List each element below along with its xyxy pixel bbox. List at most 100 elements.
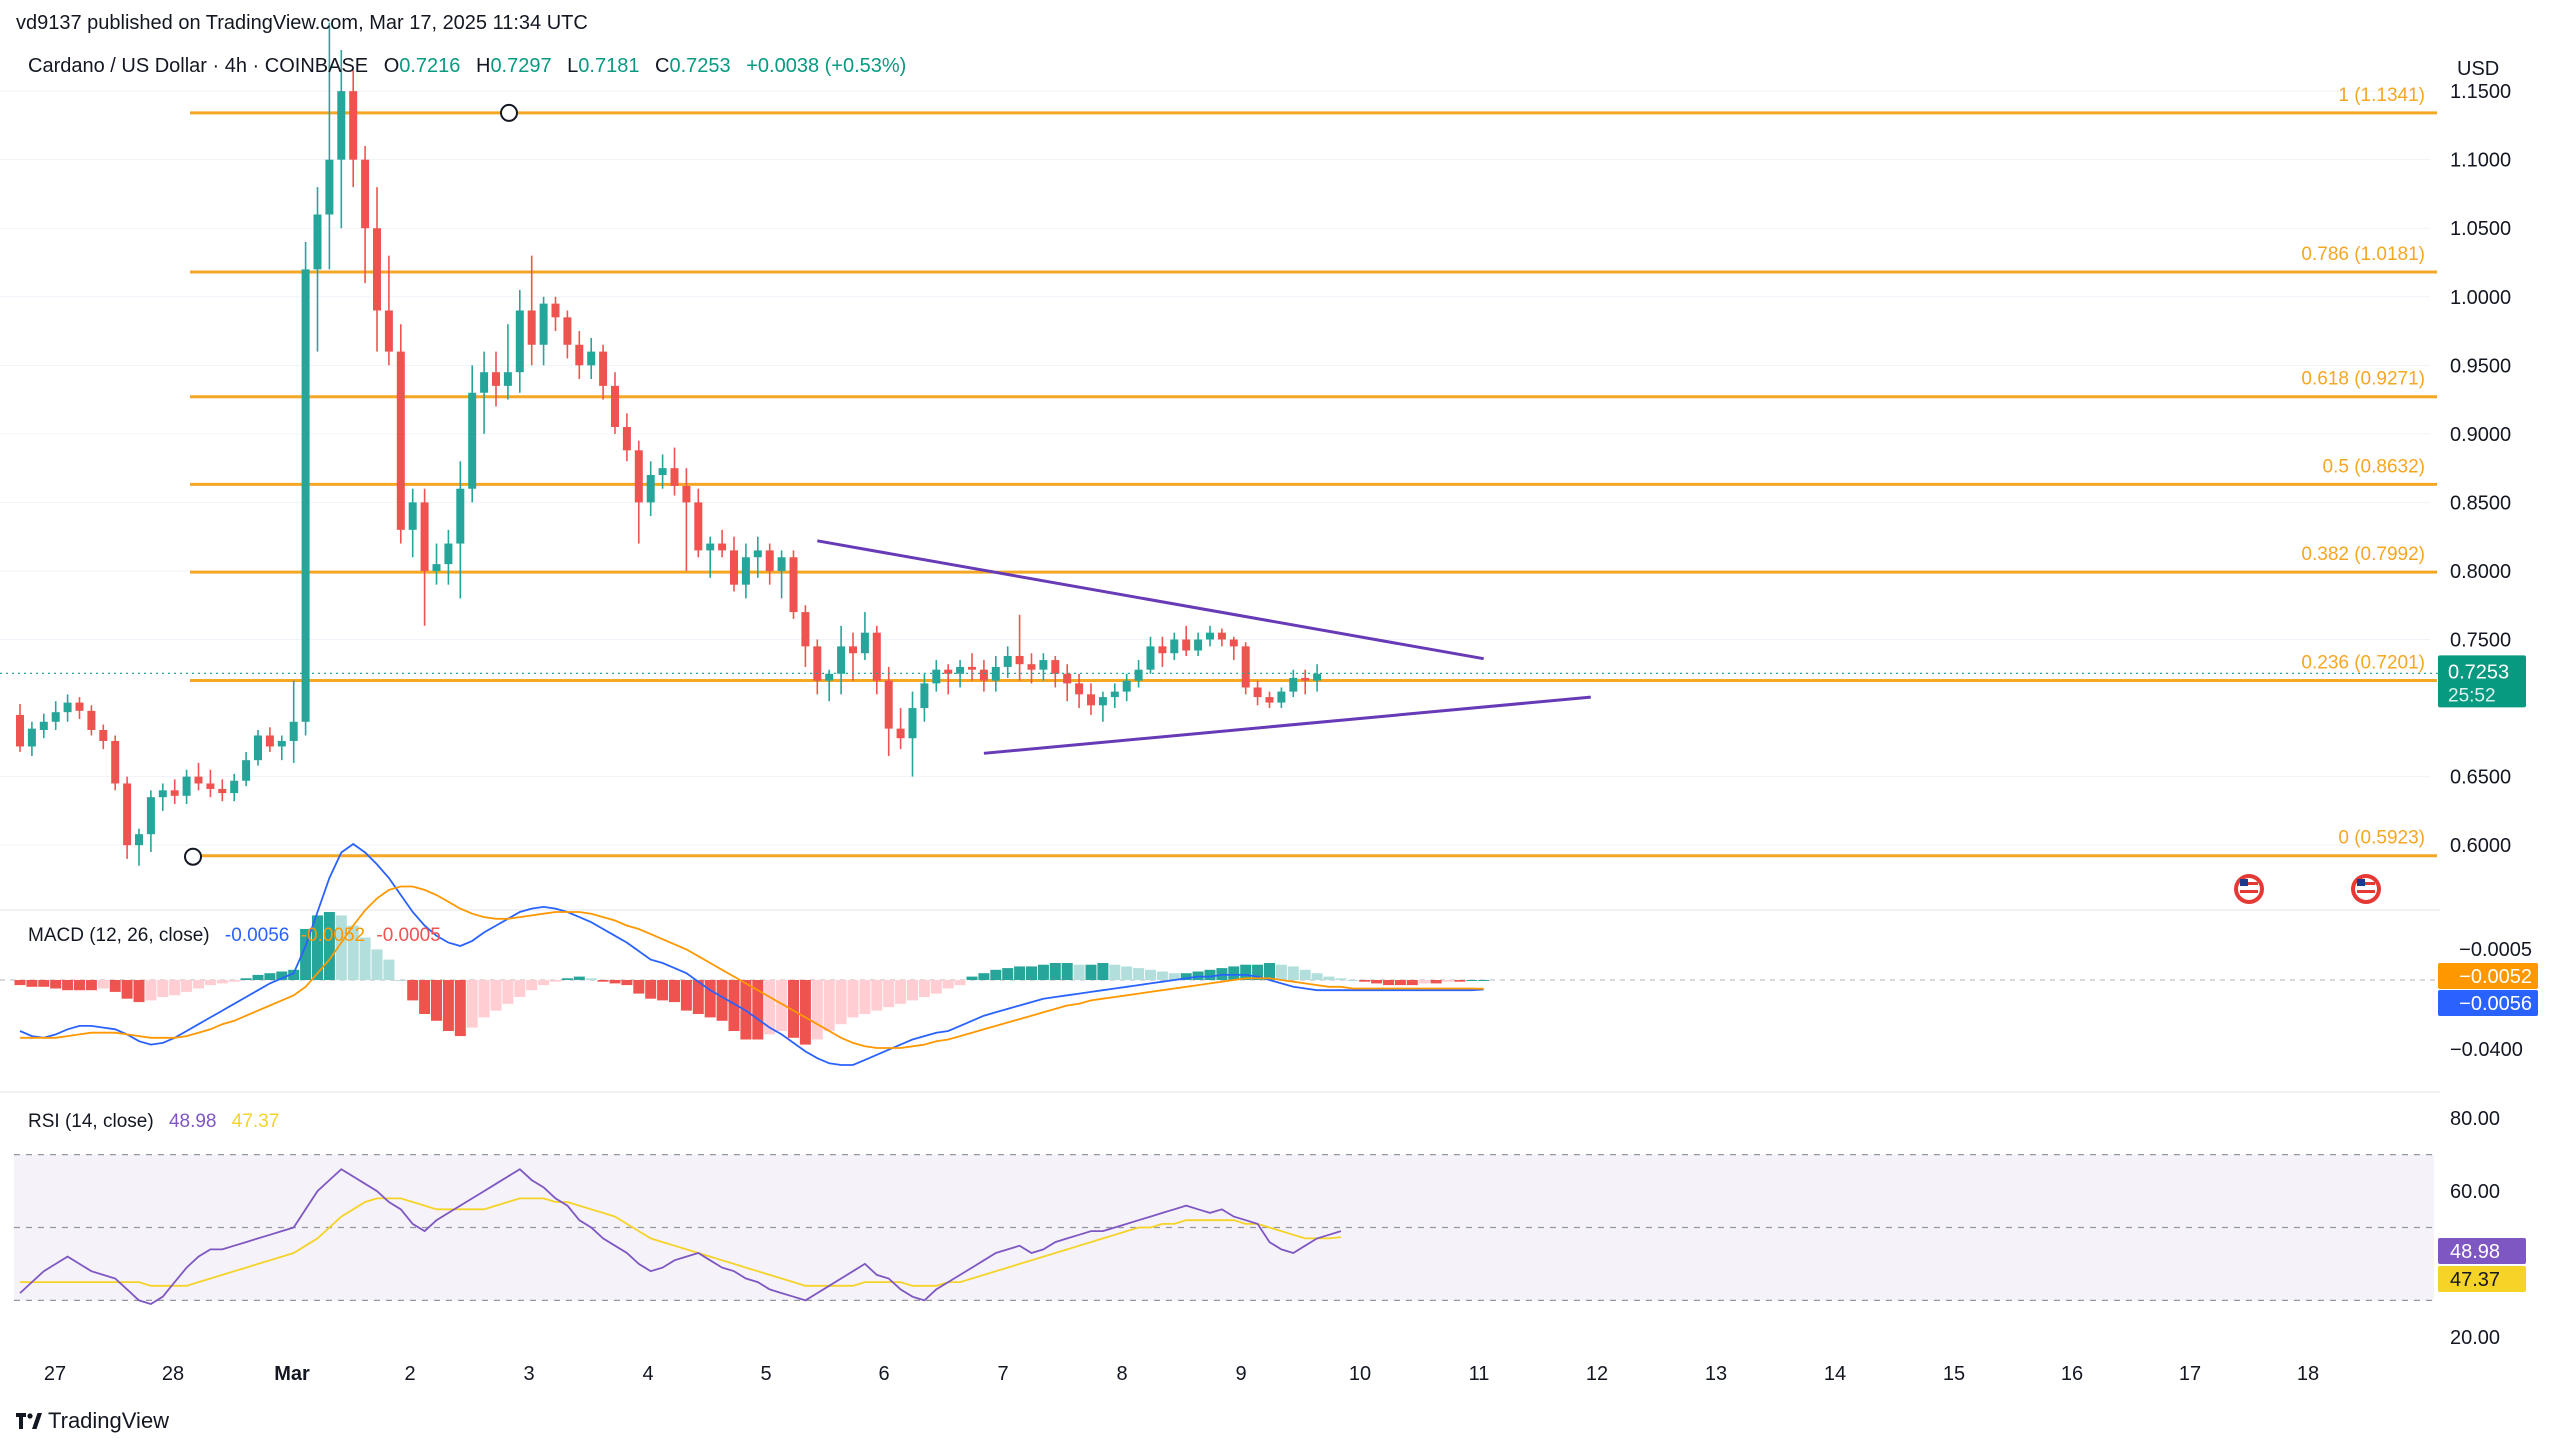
candle — [1110, 683, 1119, 709]
candle — [1170, 632, 1179, 661]
candle — [1146, 636, 1155, 674]
candle — [932, 660, 941, 692]
price-tick-label: 1.0500 — [2450, 218, 2511, 240]
macd-histogram-bar — [74, 980, 85, 991]
candle — [1265, 691, 1274, 709]
candle-body — [182, 776, 191, 796]
price-grid — [0, 90, 2430, 846]
candle-body — [646, 475, 655, 503]
price-tick-label: 0.9000 — [2450, 424, 2511, 446]
flag-stripe — [2240, 882, 2258, 885]
candle — [718, 529, 727, 558]
high-label: H — [475, 55, 491, 77]
candle-body — [265, 735, 274, 747]
candle-body — [813, 646, 822, 681]
macd-title[interactable]: MACD (12, 26, close) — [28, 925, 210, 946]
candle — [896, 708, 905, 750]
candle-body — [432, 564, 441, 571]
economic-events[interactable] — [2234, 874, 2381, 904]
candle-body — [706, 543, 715, 551]
fibonacci-retracement[interactable]: 1 (1.1341) 0.786 (1.0181) 0.618 (0.9271) 0.… — [190, 85, 2437, 858]
macd-histogram-bar — [419, 980, 431, 1014]
macd-histogram-bar — [1156, 971, 1168, 980]
rsi-value-box — [2438, 1238, 2526, 1264]
candle — [301, 241, 310, 736]
candle — [575, 331, 584, 380]
macd-histogram-bar — [918, 980, 930, 997]
candle-body — [1182, 639, 1191, 651]
macd-histogram-bar — [799, 980, 811, 1045]
macd-hist-value: -0.0005 — [376, 925, 441, 946]
candle — [813, 639, 822, 695]
candle — [444, 529, 453, 585]
time-tick-label: 3 — [523, 1363, 534, 1385]
macd-histogram-bar — [847, 980, 859, 1018]
candle-body — [1075, 683, 1084, 695]
candle-body — [325, 159, 334, 215]
macd-histogram-bar — [454, 980, 466, 1037]
macd-histogram-bar — [609, 980, 621, 984]
close-value: 0.7253 — [669, 55, 731, 77]
candle — [730, 536, 738, 592]
macd-histogram-bar — [871, 980, 883, 1011]
macd-histogram-bar — [1085, 964, 1097, 980]
macd-histogram-bar — [954, 980, 966, 986]
macd-histogram-bar — [1240, 964, 1252, 980]
macd-histogram-bar — [573, 976, 585, 980]
rsi-line — [19, 1168, 1342, 1305]
macd-histogram-bar — [1299, 969, 1311, 980]
rsi-title[interactable]: RSI (14, close) — [28, 1111, 154, 1132]
candle — [1027, 653, 1036, 684]
macd-histogram-bar — [704, 980, 716, 1018]
candle — [801, 605, 810, 667]
macd-histogram-bar — [323, 912, 335, 980]
candle — [111, 735, 120, 791]
macd-value-label: −0.0056 — [2459, 993, 2532, 1015]
candle-body — [301, 269, 310, 722]
candle — [313, 187, 322, 352]
fib-level-label: 1 (1.1341) — [2338, 85, 2425, 106]
fib-level-label: 0.786 (1.0181) — [2301, 244, 2425, 265]
rsi-ma-line — [20, 1197, 1341, 1287]
candle-body — [1063, 673, 1072, 684]
candle-body — [1253, 687, 1262, 698]
candle-body — [194, 776, 203, 784]
candle-body — [503, 372, 512, 386]
rsi-value: 48.98 — [168, 1111, 217, 1132]
macd-histogram-bar — [395, 980, 407, 981]
macd-histogram-bar — [50, 980, 62, 989]
price-tick-label: 0.6000 — [2450, 835, 2511, 857]
candle — [908, 691, 917, 777]
time-tick-label: 9 — [1235, 1363, 1246, 1385]
macd-histogram-bar — [823, 980, 835, 1031]
candle-body — [932, 669, 941, 684]
candle — [468, 365, 477, 503]
macd-histogram-bar — [621, 980, 633, 986]
tradingview-branding[interactable]: TradingView — [16, 1408, 169, 1434]
candle — [373, 187, 381, 352]
triangle-trendlines[interactable] — [817, 539, 1591, 755]
candle-body — [670, 468, 679, 486]
low-label: L — [567, 55, 579, 77]
time-axis[interactable]: 27 28 Mar 2 3 4 5 6 7 8 9 10 11 12 13 14 15 16 17 18 — [44, 1363, 2319, 1385]
rsi-tick-label: 60.00 — [2450, 1181, 2500, 1203]
price-tick-label: 0.7500 — [2450, 630, 2511, 652]
macd-histogram-bar — [62, 980, 74, 991]
candle — [1206, 625, 1214, 647]
candle — [884, 666, 893, 757]
macd-histogram-bar — [1061, 963, 1073, 980]
macd-histogram-bar — [764, 980, 776, 1035]
rsi-ma-value-box — [2438, 1266, 2526, 1292]
macd-signal-line — [20, 885, 1484, 1049]
macd-value-box — [2438, 990, 2538, 1016]
macd-signal-value: -0.0052 — [300, 925, 366, 946]
macd-histogram-bar — [1406, 980, 1418, 986]
symbol-name[interactable]: Cardano / US Dollar · 4h · COINBASE — [28, 55, 369, 77]
candle-body — [27, 728, 36, 747]
candle-body — [1289, 677, 1298, 692]
time-tick-label: 28 — [162, 1363, 184, 1385]
candle — [634, 440, 643, 544]
price-axis[interactable]: 1.1500 1.1000 1.0500 1.0000 0.9500 0.9000 0.85… — [2438, 81, 2526, 857]
